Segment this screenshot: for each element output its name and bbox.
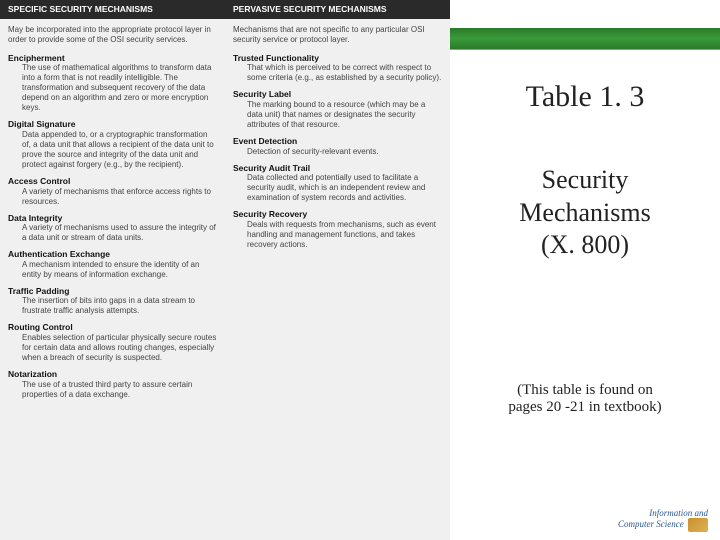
specific-item-term: Authentication Exchange xyxy=(8,249,217,260)
specific-item-term: Access Control xyxy=(8,176,217,187)
pervasive-item-term: Trusted Functionality xyxy=(233,53,442,64)
pervasive-intro: Mechanisms that are not specific to any … xyxy=(233,25,442,45)
pervasive-item-term: Security Audit Trail xyxy=(233,163,442,174)
footnote-line2: pages 20 -21 in textbook) xyxy=(508,399,661,415)
slide-text-panel: Table 1. 3 Security Mechanisms (X. 800) … xyxy=(460,60,710,530)
specific-item-definition: A variety of mechanisms that enforce acc… xyxy=(8,187,217,207)
pervasive-item-term: Event Detection xyxy=(233,136,442,147)
pervasive-item-term: Security Recovery xyxy=(233,209,442,220)
subtitle-line3: (X. 800) xyxy=(541,230,629,259)
specific-item-definition: The use of mathematical algorithms to tr… xyxy=(8,63,217,113)
column-header-pervasive: PERVASIVE SECURITY MECHANISMS xyxy=(225,0,450,19)
specific-mechanisms-column: SPECIFIC SECURITY MECHANISMS May be inco… xyxy=(0,0,225,540)
subtitle-line2: Mechanisms xyxy=(519,198,650,227)
footnote-line1: (This table is found on xyxy=(517,382,653,398)
pervasive-item-definition: The marking bound to a resource (which m… xyxy=(233,100,442,130)
pervasive-item-definition: That which is perceived to be correct wi… xyxy=(233,63,442,83)
specific-item-term: Encipherment xyxy=(8,53,217,64)
pervasive-item-definition: Data collected and potentially used to f… xyxy=(233,173,442,203)
specific-item-term: Digital Signature xyxy=(8,119,217,130)
specific-item-definition: Enables selection of particular physical… xyxy=(8,333,217,363)
specific-item-definition: A mechanism intended to ensure the ident… xyxy=(8,260,217,280)
specific-item-definition: Data appended to, or a cryptographic tra… xyxy=(8,130,217,170)
specific-item-definition: A variety of mechanisms used to assure t… xyxy=(8,223,217,243)
pervasive-mechanisms-column: PERVASIVE SECURITY MECHANISMS Mechanisms… xyxy=(225,0,450,540)
table-subtitle: Security Mechanisms (X. 800) xyxy=(460,164,710,262)
specific-item-term: Notarization xyxy=(8,369,217,380)
table-title: Table 1. 3 xyxy=(460,80,710,114)
specific-item-term: Traffic Padding xyxy=(8,286,217,297)
specific-item-term: Data Integrity xyxy=(8,213,217,224)
specific-intro: May be incorporated into the appropriate… xyxy=(8,25,217,45)
specific-item-term: Routing Control xyxy=(8,322,217,333)
subtitle-line1: Security xyxy=(542,165,629,194)
specific-item-definition: The insertion of bits into gaps in a dat… xyxy=(8,296,217,316)
specific-item-definition: The use of a trusted third party to assu… xyxy=(8,380,217,400)
mechanisms-table: SPECIFIC SECURITY MECHANISMS May be inco… xyxy=(0,0,450,540)
pervasive-item-definition: Deals with requests from mechanisms, suc… xyxy=(233,220,442,250)
footnote: (This table is found on pages 20 -21 in … xyxy=(460,382,710,416)
pervasive-item-definition: Detection of security-relevant events. xyxy=(233,147,442,157)
column-header-specific: SPECIFIC SECURITY MECHANISMS xyxy=(0,0,225,19)
pervasive-item-term: Security Label xyxy=(233,89,442,100)
